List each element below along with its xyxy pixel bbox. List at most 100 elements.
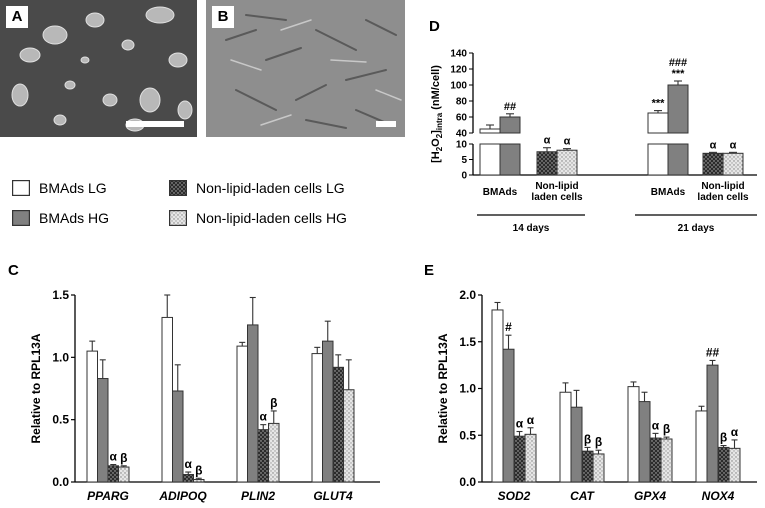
y-tick-label: 1.5 [459,335,476,349]
group-label: Non-lipid [535,181,578,192]
significance-mark: β [720,431,727,445]
bar [649,437,662,483]
significance-mark: α [185,457,193,471]
bar [502,348,515,483]
bar [581,450,594,483]
y-tick-label: 5 [461,155,467,166]
y-tick-label: 1.0 [459,382,476,396]
y-tick-label: 0.5 [459,428,476,442]
y-tick-label: 40 [456,129,468,140]
y-tick-label: 0 [461,171,467,182]
bar [513,435,526,483]
time-label: 21 days [678,223,715,234]
micrograph-b-image [206,0,405,137]
bar [592,453,605,483]
bar [311,353,323,483]
significance-mark: β [270,396,277,410]
micrograph-a: A [0,0,197,137]
category-label: ADIPOQ [158,489,207,503]
bar [322,340,334,483]
category-label: SOD2 [498,489,531,503]
bar [559,391,572,483]
significance-mark: α [516,417,524,431]
significance-mark: α [260,410,268,424]
group-label: laden cells [531,192,583,203]
y-axis-label: Relative to RPL13A [436,333,450,443]
legend-item-nonlipid-lg: Non-lipid-laden cells LG [169,180,345,196]
bar [499,116,521,134]
bar [722,152,744,176]
legend-label: BMAds LG [39,180,107,196]
legend-item-bmads-lg: BMAds LG [12,180,107,196]
bar [332,366,344,483]
bar [570,406,583,483]
bar [491,309,504,483]
significance-mark: α [564,136,571,148]
y-axis-label: Relative to RPL13A [29,333,43,443]
significance-mark: α [110,450,118,464]
significance-mark: *** [652,98,666,110]
y-tick-label: 120 [450,65,467,76]
legend-item-nonlipid-hg: Non-lipid-laden cells HG [169,210,347,226]
y-tick-label: 100 [450,81,467,92]
significance-mark: *** [672,68,686,80]
y-axis-label: [H2O2]intra (nM/cell) [430,65,444,163]
significance-mark: ### [669,57,687,69]
bar [86,350,98,483]
y-tick-label: 1.0 [52,350,69,364]
significance-mark: α [710,139,717,151]
group-label: BMAds [483,187,518,198]
category-label: PPARG [87,489,129,503]
category-label: CAT [570,489,595,503]
bar [107,465,119,483]
significance-mark: α [730,139,737,151]
bar-lower-segment [479,143,501,176]
y-tick-label: 0.5 [52,413,69,427]
category-label: GLUT4 [313,489,353,503]
bar [236,345,248,483]
bar [247,324,259,483]
legend-label: Non-lipid-laden cells LG [196,180,345,196]
bar [536,151,558,176]
photo-label-b: B [212,6,234,28]
bar [97,378,109,483]
significance-mark: α [544,135,551,147]
category-label: PLIN2 [241,489,275,503]
bar [524,433,537,483]
y-tick-label: 1.5 [52,288,69,302]
category-label: NOX4 [702,489,735,503]
bar [660,438,673,483]
bar [695,410,708,483]
bar [268,422,280,483]
micrograph-b: B [206,0,405,137]
bar [667,84,689,134]
bar [257,429,269,483]
chart-c-adipogenic-genes: 0.0 0.5 1.0 1.5 Relative to RPL13A PPARG ADIPO… [29,288,380,503]
bar [638,401,651,483]
legend-swatch-gray [12,210,30,226]
category-label: GPX4 [634,489,666,503]
y-tick-label: 80 [456,97,468,108]
y-tick-label: 0.0 [459,475,476,489]
significance-mark: α [652,418,660,432]
y-tick-label: 2.0 [459,288,476,302]
bar [647,112,669,134]
bar [717,446,730,483]
bar [343,389,355,483]
significance-mark: β [195,463,202,477]
panel-label-d: D [429,18,440,35]
group-label: BMAds [651,187,686,198]
bar [193,479,205,483]
panel-label-c: C [8,262,19,279]
bar [702,152,724,176]
significance-mark: ## [504,101,516,113]
legend-label: BMAds HG [39,210,110,226]
significance-mark: β [663,422,670,436]
legend-item-bmads-hg: BMAds HG [12,210,109,226]
bar [706,364,719,483]
bar [118,466,130,483]
significance-mark: β [120,451,127,465]
time-label: 14 days [513,223,550,234]
significance-mark: α [527,413,535,427]
bar [161,316,173,483]
